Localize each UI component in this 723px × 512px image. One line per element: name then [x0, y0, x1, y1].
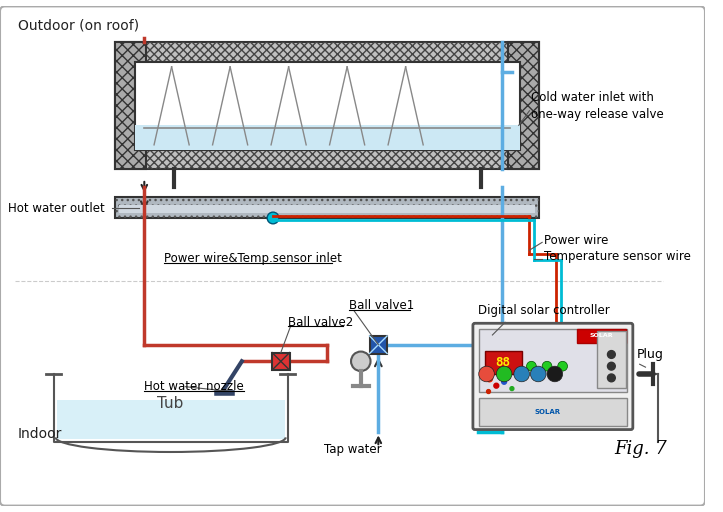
FancyBboxPatch shape [473, 323, 633, 430]
Circle shape [351, 352, 370, 371]
Bar [369, 336, 387, 353]
Text: Tap water: Tap water [324, 442, 382, 456]
Bar [134, 125, 520, 150]
Bar [479, 329, 627, 392]
Text: SOLAR: SOLAR [535, 409, 561, 415]
Text: Hot water outlet: Hot water outlet [8, 202, 105, 215]
Bar [596, 331, 626, 388]
Circle shape [526, 361, 536, 371]
Circle shape [547, 366, 562, 382]
Circle shape [496, 366, 512, 382]
Bar [56, 400, 285, 439]
Bar [115, 197, 539, 218]
Circle shape [607, 351, 615, 358]
Circle shape [494, 383, 499, 388]
Text: Cold water inlet with
one-way release valve: Cold water inlet with one-way release va… [531, 91, 664, 121]
Bar [115, 197, 539, 218]
Circle shape [487, 376, 492, 382]
Text: SOLAR: SOLAR [590, 333, 613, 338]
Bar [508, 42, 539, 169]
Circle shape [542, 361, 552, 371]
Bar [115, 42, 146, 169]
Circle shape [510, 387, 514, 391]
Text: Plug: Plug [637, 348, 664, 361]
Text: Power wire: Power wire [544, 234, 609, 247]
Circle shape [487, 390, 490, 394]
Text: Tub: Tub [158, 396, 184, 411]
Bar [272, 353, 290, 370]
Text: Ball valve1: Ball valve1 [349, 299, 414, 312]
Text: Power wire&Temp.sensor inlet: Power wire&Temp.sensor inlet [164, 252, 342, 265]
Circle shape [557, 361, 568, 371]
Bar [479, 398, 627, 425]
Circle shape [502, 379, 507, 384]
Text: Outdoor (on roof): Outdoor (on roof) [17, 18, 139, 32]
Bar [115, 42, 539, 169]
Bar [115, 42, 539, 169]
Circle shape [607, 362, 615, 370]
Text: 88: 88 [496, 356, 510, 369]
Text: Digital solar controller: Digital solar controller [478, 304, 609, 317]
FancyBboxPatch shape [0, 6, 705, 506]
Text: Ball valve2: Ball valve2 [288, 316, 353, 329]
Circle shape [479, 366, 495, 382]
Text: Temperature sensor wire: Temperature sensor wire [544, 250, 691, 264]
Text: Indoor: Indoor [17, 428, 62, 441]
Bar [577, 329, 626, 343]
Circle shape [268, 212, 279, 224]
Text: Fig. 7: Fig. 7 [615, 440, 667, 458]
Bar [119, 205, 535, 213]
Circle shape [531, 366, 546, 382]
Text: Hot water nozzle: Hot water nozzle [145, 380, 244, 393]
Circle shape [514, 366, 529, 382]
Bar [484, 351, 522, 374]
Bar [134, 62, 520, 150]
Circle shape [607, 374, 615, 382]
